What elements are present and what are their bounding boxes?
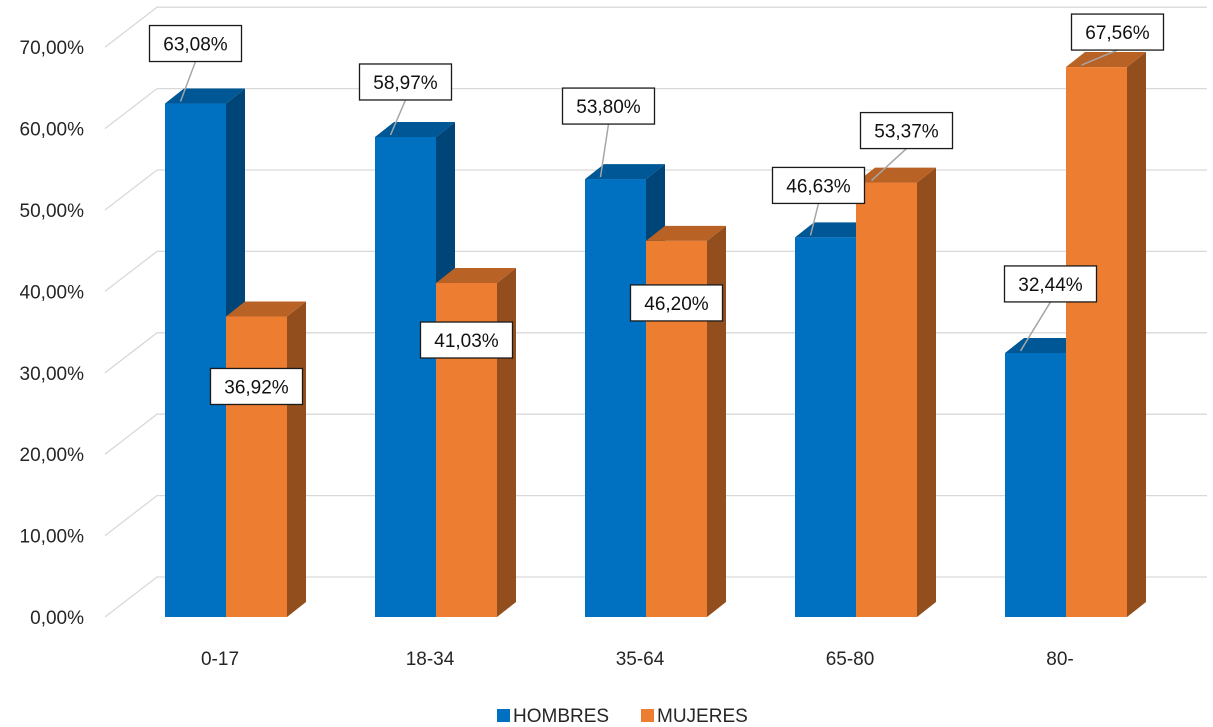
bar-mujeres-4 [1066,52,1146,618]
data-label: 46,20% [629,284,724,322]
data-label: 53,37% [859,111,954,182]
x-axis: 0-17 18-34 35-64 65-80 80- [201,649,1074,670]
gridline [104,6,1207,48]
y-tick-label: 20,00% [20,445,85,466]
x-tick-label: 35-64 [616,649,665,670]
x-tick-label: 0-17 [201,649,239,670]
y-tick-label: 10,00% [20,527,85,548]
gridline [104,87,1207,130]
legend-item-mujeres: MUJERES [641,706,748,727]
y-tick-label: 30,00% [20,364,85,385]
data-label: 36,92% [209,367,304,406]
svg-text:46,63%: 46,63% [786,176,851,197]
x-tick-label: 80- [1046,649,1073,670]
data-label: 58,97% [358,63,453,136]
y-axis: 0,00% 10,00% 20,00% 30,00% 40,00% 50,00% 60,00… [20,38,85,629]
svg-text:36,92%: 36,92% [224,377,289,398]
svg-text:MUJERES: MUJERES [657,706,748,727]
bars [165,52,1146,618]
data-label: 32,44% [1003,265,1098,352]
y-tick-label: 50,00% [20,201,85,222]
y-tick-label: 40,00% [20,282,85,303]
svg-text:HOMBRES: HOMBRES [513,706,609,727]
legend-item-hombres: HOMBRES [497,706,609,727]
svg-text:53,80%: 53,80% [576,97,641,118]
data-label: 46,63% [771,166,866,236]
svg-text:46,20%: 46,20% [644,294,709,315]
data-label: 41,03% [419,321,514,359]
svg-text:53,37%: 53,37% [874,122,939,143]
svg-text:63,08%: 63,08% [163,35,228,56]
svg-text:32,44%: 32,44% [1018,275,1083,296]
y-tick-label: 60,00% [20,120,85,141]
bar-mujeres-0 [226,301,306,617]
legend: HOMBRES MUJERES [497,706,748,727]
y-tick-label: 0,00% [30,608,84,629]
y-tick-label: 70,00% [20,38,85,59]
bar-mujeres-3 [856,167,936,617]
svg-text:58,97%: 58,97% [373,73,438,94]
x-tick-label: 65-80 [826,649,875,670]
svg-text:67,56%: 67,56% [1085,23,1150,44]
x-tick-label: 18-34 [406,649,455,670]
grid [104,6,1207,618]
bar-mujeres-1 [436,268,516,617]
data-label: 67,56% [1070,13,1165,66]
data-labels: 63,08% 36,92% 58,97% 41,03% 53,80% 46,20% 46,6… [148,13,1165,406]
svg-text:41,03%: 41,03% [434,331,499,352]
data-label: 63,08% [148,24,243,102]
data-label: 53,80% [561,87,656,178]
